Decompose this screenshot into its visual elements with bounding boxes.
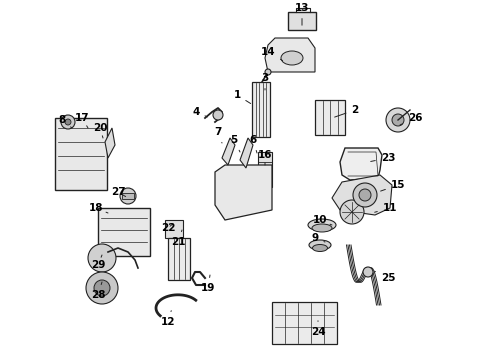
Circle shape [120,188,136,204]
Polygon shape [332,175,392,215]
Text: 19: 19 [201,275,215,293]
Text: 15: 15 [381,180,405,191]
Bar [165,220,183,238]
Polygon shape [222,138,235,165]
Bar [55,118,107,190]
Circle shape [86,272,118,304]
Circle shape [65,119,71,125]
Bar [122,193,134,199]
Bar [252,82,270,137]
Text: 22: 22 [161,223,175,233]
Text: 12: 12 [161,311,175,327]
Circle shape [392,114,404,126]
Text: 3: 3 [261,73,269,90]
Text: 26: 26 [400,113,422,125]
Polygon shape [265,38,315,72]
Ellipse shape [313,244,327,252]
Circle shape [359,189,371,201]
Text: 27: 27 [111,187,125,197]
Text: 9: 9 [312,233,325,243]
Circle shape [386,108,410,132]
Bar [315,100,345,135]
Ellipse shape [309,240,331,250]
Text: 16: 16 [258,150,272,165]
Polygon shape [215,165,272,220]
Text: 2: 2 [335,105,359,117]
Text: 7: 7 [214,127,222,143]
Polygon shape [340,148,382,180]
Circle shape [353,183,377,207]
Text: 20: 20 [93,123,107,138]
Circle shape [363,267,373,277]
Text: 17: 17 [74,113,89,128]
Circle shape [340,200,364,224]
Text: 1: 1 [233,90,251,104]
Text: 6: 6 [249,135,257,153]
Polygon shape [105,128,115,158]
Bar [98,208,150,256]
Circle shape [265,69,271,75]
Ellipse shape [308,219,336,231]
Bar [272,302,337,344]
Text: 25: 25 [374,271,395,283]
Text: 13: 13 [295,3,309,25]
Polygon shape [240,138,253,168]
Text: 8: 8 [58,115,72,128]
Text: 29: 29 [91,255,105,270]
Bar [288,12,316,30]
Circle shape [94,280,110,296]
Ellipse shape [312,224,332,232]
Text: 5: 5 [230,135,240,152]
Bar [168,238,190,280]
Circle shape [61,115,75,129]
Text: 4: 4 [192,107,207,117]
Text: 28: 28 [91,282,105,300]
Circle shape [88,244,116,272]
Text: 18: 18 [89,203,108,213]
Text: 21: 21 [171,230,185,247]
Ellipse shape [281,51,303,65]
Text: 11: 11 [375,203,397,213]
Text: 24: 24 [311,321,325,337]
Text: 10: 10 [313,215,332,225]
Text: 14: 14 [261,47,283,60]
Text: 23: 23 [371,153,395,163]
Bar [258,152,272,187]
Circle shape [213,110,223,120]
